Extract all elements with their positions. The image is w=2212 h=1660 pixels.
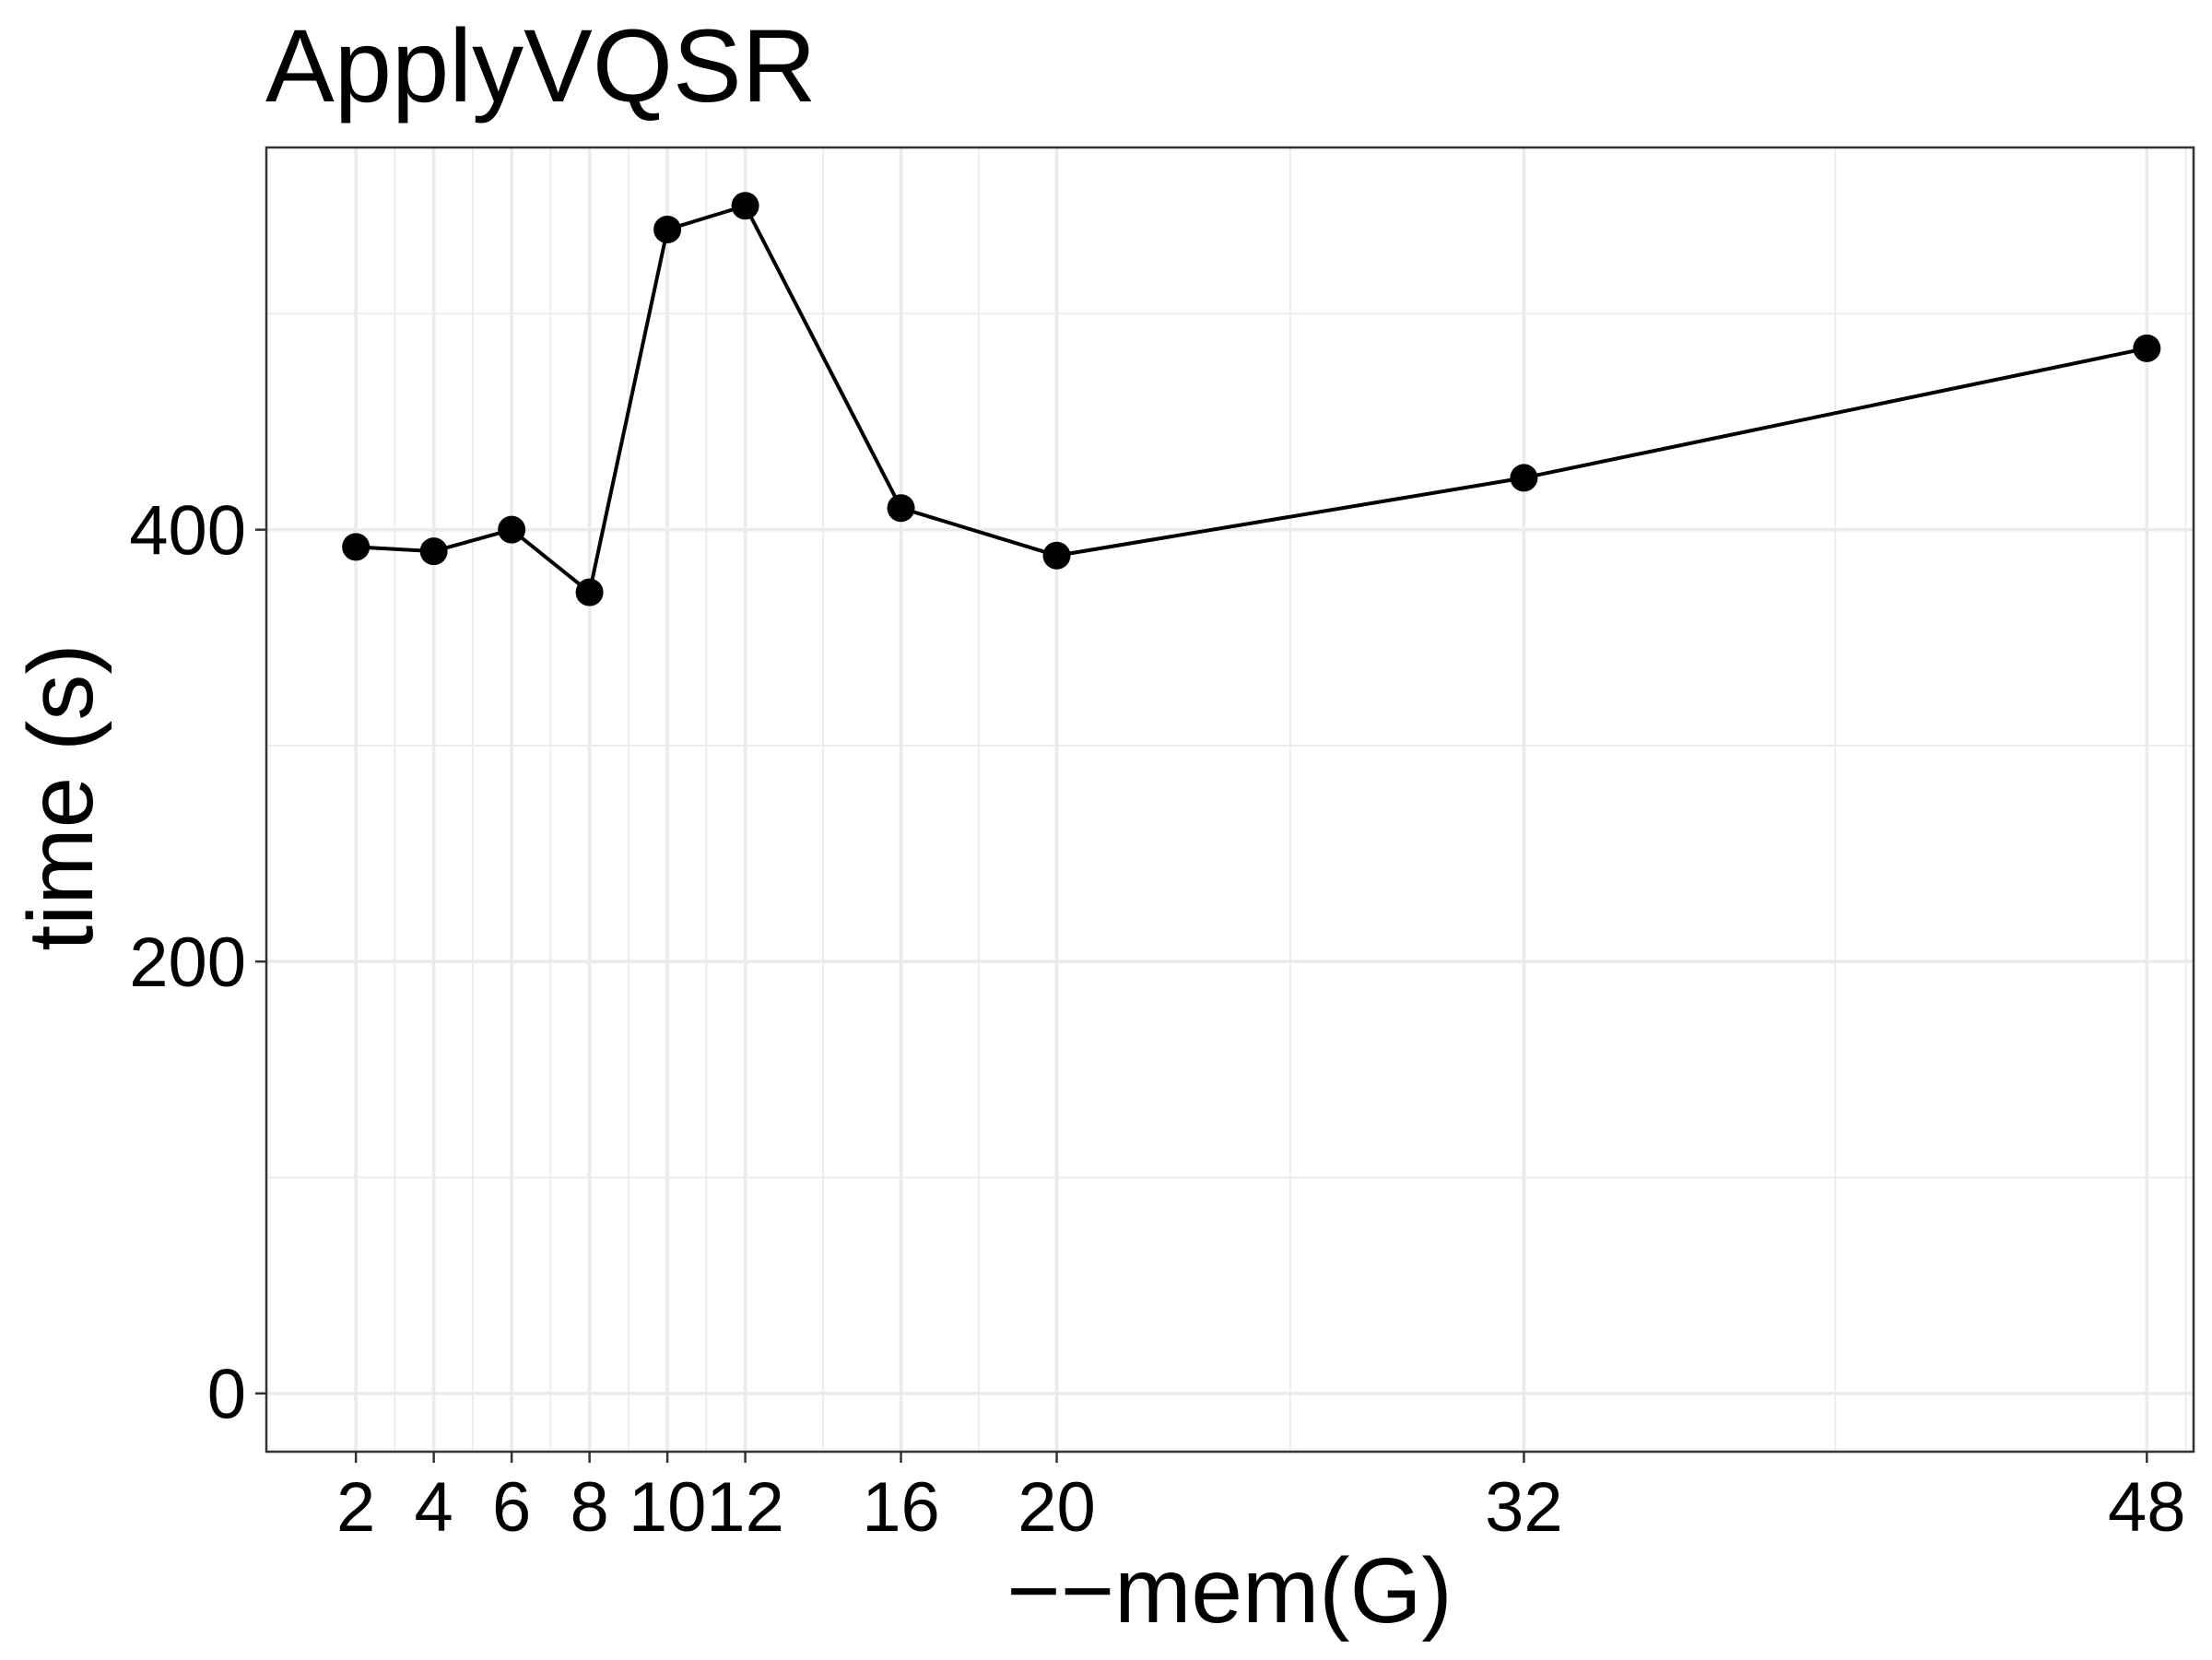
data-point — [1042, 541, 1071, 570]
y-axis-title: time (s) — [9, 643, 112, 950]
x-tick-label: 16 — [862, 1468, 940, 1547]
x-tick-label: 10 — [629, 1468, 707, 1547]
data-point — [731, 192, 759, 220]
y-tick-label: 0 — [207, 1356, 246, 1434]
series-line — [356, 203, 2147, 596]
y-axis-ticks: 0 200 400 — [129, 492, 266, 1434]
data-point — [498, 515, 526, 544]
data-point — [2133, 334, 2161, 362]
plot-panel-border — [265, 146, 2195, 1454]
x-tick-label: 12 — [706, 1468, 784, 1547]
data-point — [575, 578, 604, 606]
x-tick-label: 48 — [2108, 1468, 2186, 1547]
major-gridlines — [266, 147, 2194, 1452]
minor-gridlines — [266, 147, 2194, 1452]
data-point — [887, 494, 915, 523]
x-axis-ticks: 2 4 6 8 10 12 16 20 32 48 — [336, 1452, 2186, 1547]
x-tick-label: 4 — [415, 1468, 453, 1547]
data-point — [1510, 464, 1538, 492]
x-tick-label: 2 — [336, 1468, 375, 1547]
chart-title: ApplyVQSR — [265, 8, 817, 124]
x-tick-label: 20 — [1018, 1468, 1096, 1547]
data-point — [342, 533, 371, 561]
x-axis-title: −−mem(G) — [1006, 1539, 1452, 1642]
x-tick-label: 8 — [570, 1468, 608, 1547]
x-tick-label: 32 — [1485, 1468, 1563, 1547]
x-tick-label: 6 — [492, 1468, 531, 1547]
y-tick-label: 200 — [129, 924, 246, 1002]
data-point — [653, 216, 682, 244]
data-points — [342, 192, 2161, 606]
data-point — [419, 537, 448, 566]
y-tick-label: 400 — [129, 492, 246, 571]
